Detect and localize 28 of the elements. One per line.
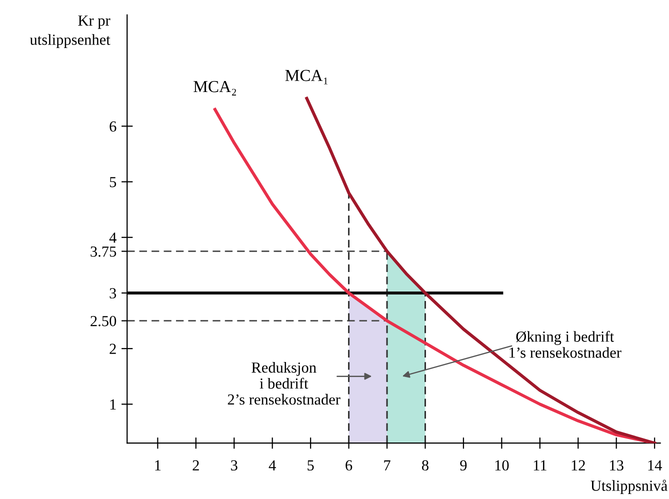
x-tick-label: 12 [572, 460, 585, 470]
x-tick-label: 2 [192, 460, 199, 470]
series-label: MCA₂ [194, 81, 236, 96]
series-label: MCA₁ [285, 70, 328, 84]
y-tick-label: 3.75 [90, 246, 116, 257]
x-tick-label: 14 [648, 460, 662, 470]
x-tick-label: 8 [422, 460, 428, 471]
x-tick-label: 6 [346, 460, 352, 471]
x-tick-label: 3 [231, 460, 238, 471]
x-axis-title: Utslippsnivå [590, 480, 668, 494]
y-axis-title: Kr pr utslippsenhet [30, 16, 110, 48]
y-tick-label: 2.50 [90, 316, 116, 326]
annotation: Økning i bedrift 1’s rensekostnader [510, 330, 622, 358]
x-tick-label: 9 [460, 460, 467, 471]
y-tick-label: 2 [110, 344, 116, 354]
x-tick-label: 1 [155, 460, 161, 470]
x-tick-label: 7 [384, 460, 390, 470]
x-tick-label: 10 [495, 460, 509, 471]
annotation: Reduksjon i bedrift 2’s rensekostnader [228, 362, 340, 405]
y-tick-label: 6 [110, 121, 116, 132]
x-tick-label: 4 [268, 460, 276, 470]
y-tick-label: 1 [110, 399, 116, 410]
y-tick-label: 4 [109, 232, 116, 243]
x-tick-label: 5 [308, 460, 314, 471]
y-tick-label: 3 [110, 288, 116, 298]
y-tick-label: 5 [110, 177, 116, 188]
x-tick-label: 11 [534, 460, 546, 470]
x-tick-label: 13 [610, 460, 624, 471]
